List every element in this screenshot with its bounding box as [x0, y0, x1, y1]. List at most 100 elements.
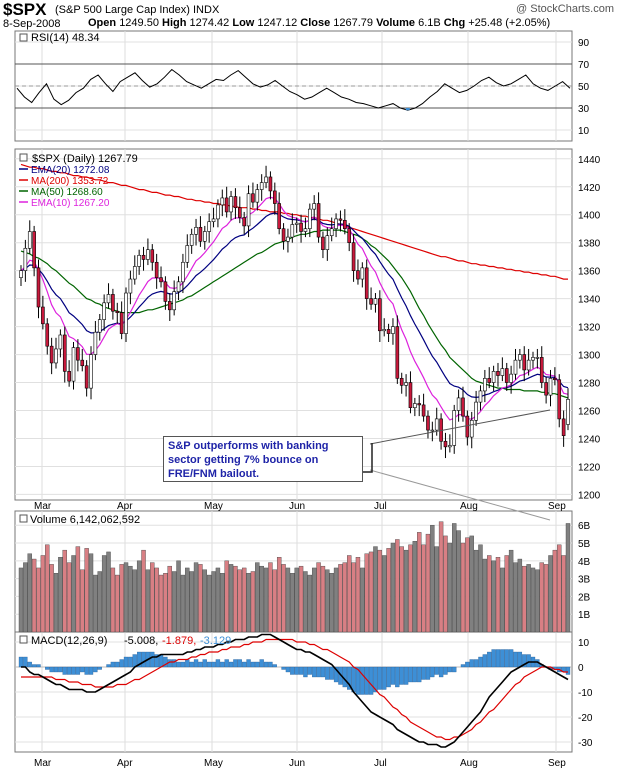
ma200-line	[20, 163, 568, 280]
candle-up	[89, 354, 93, 389]
ema20-line	[20, 212, 569, 399]
candle-up	[413, 403, 417, 409]
candle-down	[167, 301, 172, 311]
price-tick-label: 1300	[578, 351, 601, 362]
candle-down	[347, 228, 352, 243]
macd-histogram-bar	[237, 659, 242, 668]
price-tick-label: 1260	[578, 407, 601, 418]
price-tick-label: 1220	[578, 462, 601, 473]
volume-bar	[285, 567, 291, 633]
macd-histogram-bar	[115, 661, 120, 668]
annotation-line-1: S&P outperforms with banking	[168, 440, 329, 452]
volume-bar	[176, 560, 181, 633]
volume-bar	[58, 557, 63, 633]
macd-histogram-bar	[176, 661, 181, 668]
price-panel	[19, 163, 570, 521]
macd-histogram-bar	[128, 656, 133, 668]
low-value: 1247.12	[257, 17, 298, 29]
candle-down	[111, 294, 115, 312]
candle-down	[364, 267, 369, 299]
candle-up	[23, 247, 28, 271]
volume-panel	[18, 521, 571, 633]
macd-histogram-bar	[438, 666, 444, 678]
volume-bar	[491, 560, 496, 633]
candle-down	[32, 231, 36, 269]
candle-up	[19, 270, 23, 278]
x-tick-label: Mar	[34, 758, 52, 769]
macd-histogram-bar	[31, 664, 37, 668]
candle-down	[224, 197, 229, 213]
annotation-box: S&P outperforms with banking sector gett…	[163, 436, 363, 482]
x-tick-label: Apr	[117, 758, 133, 769]
price-tick-label: 1280	[578, 379, 601, 390]
candle-up	[391, 326, 395, 334]
rsi-line	[16, 68, 571, 111]
volume-bar	[364, 553, 369, 633]
volume-bar	[373, 546, 378, 633]
volume-bar	[241, 567, 247, 633]
macd-histogram-bar	[478, 656, 483, 668]
candle-down	[351, 242, 356, 271]
candle-down	[504, 368, 509, 383]
candle-down	[119, 312, 124, 334]
macd-legend-value: -5.008,	[124, 635, 158, 647]
macd-histogram-bar	[93, 666, 98, 673]
volume-bar	[220, 573, 225, 633]
candle-down	[338, 218, 343, 221]
high-value: 1274.42	[189, 17, 230, 29]
candle-up	[146, 249, 150, 260]
volume-bar	[548, 555, 553, 633]
x-tick-label: Sep	[548, 758, 566, 769]
macd-histogram-bar	[364, 666, 369, 695]
volume-bar	[535, 569, 540, 633]
macd-histogram-bar	[465, 661, 470, 668]
candle-down	[316, 203, 321, 238]
axis-labels: Mar Mar Apr Apr May May Jun Jun Jul Jul Aug Aug Sep S…	[34, 38, 601, 769]
macd-legend-title: MACD(12,26,9)	[31, 635, 107, 647]
macd-histogram-bar	[355, 666, 361, 695]
macd-tick-label: -10	[578, 688, 593, 699]
macd-histogram-bar	[18, 656, 24, 668]
volume-bar	[259, 565, 264, 633]
volume-bar	[298, 565, 304, 633]
macd-histogram-bar	[430, 666, 435, 678]
volume-bar	[465, 537, 470, 633]
candle-up	[93, 331, 98, 355]
volume-bar	[215, 567, 221, 633]
candle-up	[373, 298, 378, 305]
candle-up	[308, 208, 312, 230]
macd-histogram-bar	[469, 659, 474, 668]
macd-histogram-bar	[23, 656, 28, 668]
candle-up	[286, 236, 290, 242]
volume-bar	[136, 560, 142, 633]
volume-bar	[412, 541, 418, 633]
candle-up	[294, 222, 299, 225]
candle-down	[378, 298, 382, 332]
x-tick-label: Aug	[460, 758, 478, 769]
volume-bar	[513, 562, 518, 633]
macd-histogram-bar	[312, 666, 317, 678]
volume-bar	[189, 571, 194, 633]
macd-histogram-bar	[71, 666, 76, 675]
candle-down	[273, 190, 277, 204]
macd-histogram-bar	[141, 651, 146, 668]
macd-histogram-bar	[255, 661, 260, 668]
candle-up	[216, 204, 220, 220]
volume-tick-label: 4B	[578, 557, 591, 568]
volume-bar	[180, 574, 186, 633]
macd-histogram-bar	[242, 661, 247, 668]
macd-histogram-bar	[137, 651, 142, 668]
candle-down	[154, 261, 159, 278]
macd-histogram-bar	[154, 654, 159, 668]
volume-bar	[154, 567, 159, 633]
volume-bar	[522, 565, 527, 633]
candle-up	[246, 193, 251, 227]
volume-bar	[62, 549, 67, 633]
macd-histogram-bar	[180, 661, 186, 668]
volume-bar	[386, 548, 391, 633]
volume-bar	[237, 569, 243, 633]
candle-down	[251, 193, 255, 203]
volume-bar	[294, 567, 299, 633]
candle-up	[303, 228, 308, 232]
volume-bar	[425, 533, 431, 633]
